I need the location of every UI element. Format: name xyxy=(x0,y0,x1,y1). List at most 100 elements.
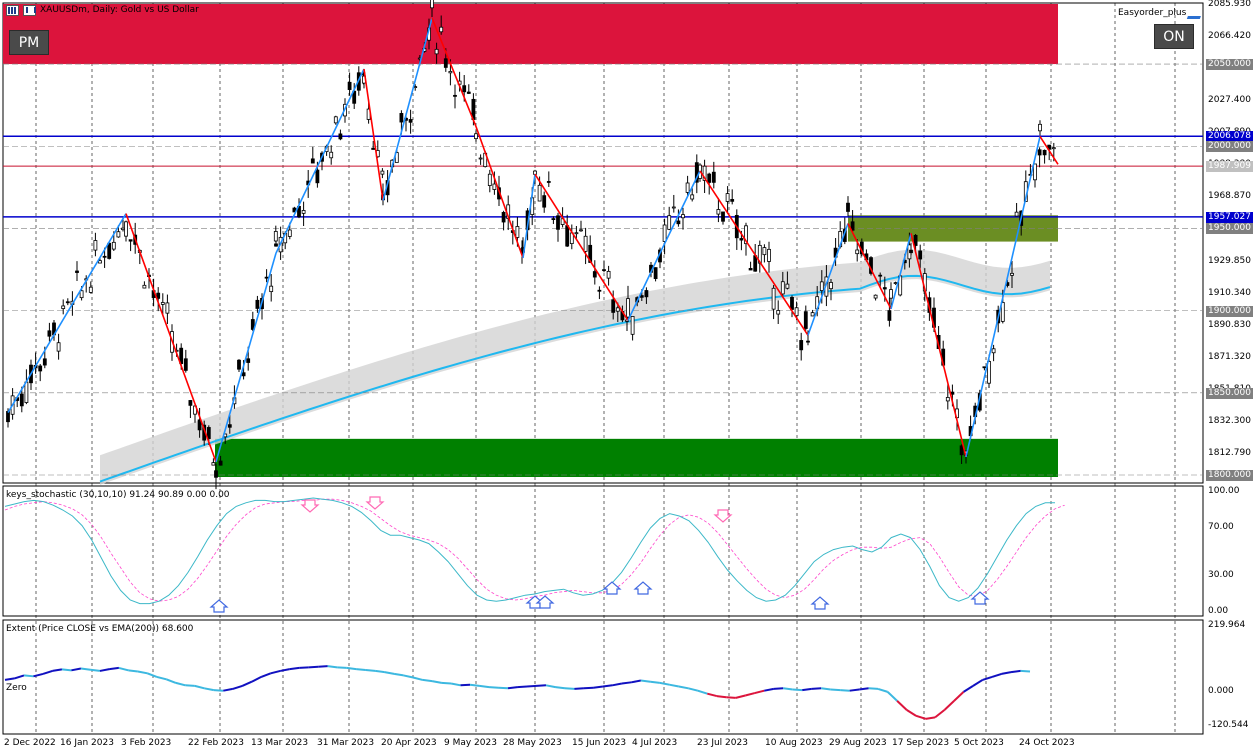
candle-body xyxy=(197,419,202,431)
date-axis-label: 10 Aug 2023 xyxy=(765,738,823,748)
extent-segment xyxy=(802,687,812,692)
candle-body xyxy=(739,238,744,241)
extent-segment xyxy=(669,683,680,688)
candle-body xyxy=(882,287,887,290)
candle-body xyxy=(116,231,121,238)
zigzag-segment xyxy=(965,136,1041,458)
zigzag-segment xyxy=(807,223,849,336)
up-arrow-icon xyxy=(970,591,990,605)
candle-body xyxy=(592,271,597,278)
main-panel-frame xyxy=(2,2,1204,484)
stochastic-axis-label: 0.00 xyxy=(1208,606,1229,616)
candle-body xyxy=(546,181,551,183)
zigzag-segment xyxy=(890,233,912,310)
candle-body xyxy=(918,250,923,260)
extent-segment xyxy=(886,691,898,702)
candle-body xyxy=(762,247,767,256)
extent-segment xyxy=(859,687,869,691)
candle-body xyxy=(913,234,918,246)
candle-body xyxy=(241,372,246,377)
candle-body xyxy=(639,295,644,298)
candle-body xyxy=(478,157,483,160)
price-axis-label: 1812.790 xyxy=(1208,447,1251,458)
candle-body xyxy=(121,227,125,231)
candle-body xyxy=(653,267,658,279)
extent-segment xyxy=(896,700,908,711)
candle-body xyxy=(1000,302,1005,322)
extent-segment xyxy=(460,683,471,687)
extent-segment xyxy=(469,683,480,687)
stochastic-axis-label: 70.00 xyxy=(1208,522,1234,532)
candle-body xyxy=(65,301,70,304)
price-axis-label: 1871.320 xyxy=(1208,351,1251,362)
candle-body xyxy=(606,270,611,279)
on-button[interactable]: ON xyxy=(1154,24,1194,49)
candle-body xyxy=(551,218,556,221)
extent-segment xyxy=(991,672,1002,678)
candle-body xyxy=(1037,149,1042,156)
candle-body xyxy=(667,215,672,230)
up-arrow-icon xyxy=(535,595,555,609)
extent-segment xyxy=(403,674,414,679)
extent-segment xyxy=(707,692,718,698)
extent-segment xyxy=(602,684,613,688)
date-axis-label: 29 Aug 2023 xyxy=(829,738,887,748)
candle-body xyxy=(333,116,338,124)
candle-body xyxy=(889,289,893,299)
price-tag: 2000.000 xyxy=(1206,141,1253,153)
chart-type-icon[interactable] xyxy=(23,4,36,16)
candle-body xyxy=(794,307,799,316)
ema-200-line xyxy=(99,274,1051,483)
pm-button[interactable]: PM xyxy=(9,30,49,55)
candle-body xyxy=(579,229,583,232)
extent-segment xyxy=(963,685,974,693)
extent-segment xyxy=(71,667,82,672)
extent-segment xyxy=(545,684,556,689)
extent-segment xyxy=(384,671,395,675)
stochastic-axis-label: 100.00 xyxy=(1208,486,1240,496)
price-tag: 1957.027 xyxy=(1206,211,1253,223)
candle-body xyxy=(602,269,606,272)
candle-body xyxy=(803,311,808,329)
extent-segment xyxy=(488,686,499,689)
zigzag-segment xyxy=(847,223,892,310)
ema-band xyxy=(100,249,1050,485)
extent-segment xyxy=(422,678,433,683)
extent-segment xyxy=(764,687,774,692)
date-axis-label: 17 Sep 2023 xyxy=(892,738,950,748)
zigzag-segment xyxy=(431,17,477,127)
extent-segment xyxy=(593,685,604,689)
candle-body xyxy=(982,366,987,369)
candle-body xyxy=(780,281,785,295)
candle-body xyxy=(111,241,116,250)
candle-body xyxy=(776,310,781,315)
date-axis-label: 24 Oct 2023 xyxy=(1019,738,1075,748)
zigzag-segment xyxy=(382,17,433,201)
candle-body xyxy=(893,282,898,285)
grid-icon[interactable] xyxy=(6,4,19,16)
candle-body xyxy=(61,305,66,309)
candle-body xyxy=(887,310,892,321)
candle-body xyxy=(462,85,467,93)
candle-body xyxy=(338,133,343,140)
extent-segment xyxy=(412,676,423,681)
candle-body xyxy=(671,206,676,209)
candle-body xyxy=(702,165,707,181)
extent-segment xyxy=(726,696,736,699)
extent-segment xyxy=(375,669,385,674)
candle-body xyxy=(218,460,223,466)
zigzag-segment xyxy=(627,252,661,321)
candle-body xyxy=(98,260,102,264)
extent-segment xyxy=(308,665,319,669)
extent-segment xyxy=(745,692,756,697)
stochastic-panel-frame xyxy=(2,485,1204,617)
extent-segment xyxy=(318,665,328,668)
candle-body xyxy=(102,255,107,258)
price-axis-label: 2085.930 xyxy=(1208,0,1251,9)
candle-body xyxy=(850,221,855,231)
candle-body xyxy=(681,214,685,219)
candle-body xyxy=(690,194,695,200)
extent-segment xyxy=(915,714,926,720)
